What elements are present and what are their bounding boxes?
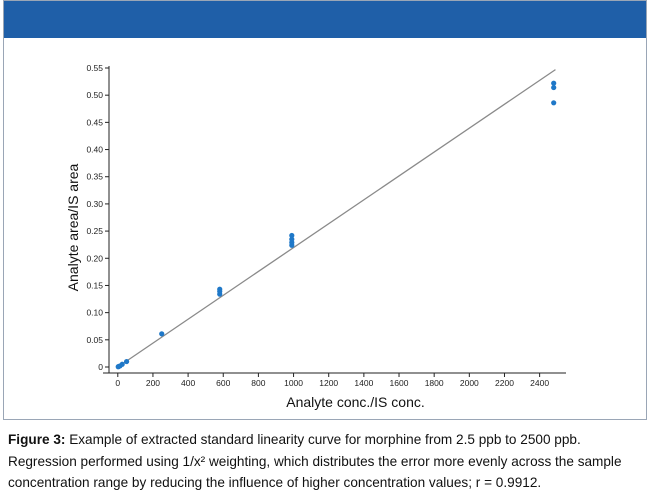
x-tick-label: 800 (251, 378, 265, 388)
x-tick-label: 2000 (460, 378, 479, 388)
y-tick-label: 0.55 (86, 63, 103, 73)
y-tick-label: 0.40 (86, 145, 103, 155)
regression-line (117, 69, 556, 368)
figure-frame: 0 0.05 0.10 0.15 0.20 0.25 0.30 0.35 0.40 0.45 0.5… (3, 0, 647, 420)
data-point (119, 361, 125, 367)
x-tick-label: 1200 (319, 378, 338, 388)
caption-text: Example of extracted standard linearity … (8, 432, 622, 490)
data-point (289, 232, 295, 239)
data-point (159, 331, 165, 337)
y-tick-label: 0.10 (86, 308, 103, 318)
data-point (551, 100, 557, 106)
x-tick-label: 0 (115, 378, 120, 388)
y-tick-label: 0.50 (86, 90, 103, 100)
caption-separator: : (60, 432, 66, 447)
x-tick-label: 2200 (495, 378, 514, 388)
y-tick-label: 0.30 (86, 199, 103, 209)
x-tick-label: 1600 (390, 378, 409, 388)
data-point (123, 358, 130, 365)
data-point (551, 84, 557, 91)
y-tick-label: 0.15 (86, 280, 103, 290)
figure-caption: Figure 3: Example of extracted standard … (8, 429, 644, 494)
x-tick-label: 600 (216, 378, 230, 388)
x-axis-label: Analyte conc./IS conc. (286, 394, 425, 410)
x-tick-label: 1800 (425, 378, 444, 388)
header-bar (4, 1, 646, 38)
data-point (217, 286, 223, 292)
y-tick-label: 0.45 (86, 117, 103, 127)
y-tick-label: 0 (98, 362, 103, 372)
y-tick-label: 0.25 (86, 226, 103, 236)
x-tick-label: 200 (146, 378, 160, 388)
data-point (289, 236, 295, 242)
data-point (551, 80, 557, 86)
y-axis-label: Analyte area/IS area (65, 163, 81, 291)
x-tick-label: 1000 (284, 378, 303, 388)
y-tick-label: 0.05 (86, 335, 103, 345)
y-tick-label: 0.20 (86, 253, 103, 263)
linearity-chart: 0 0.05 0.10 0.15 0.20 0.25 0.30 0.35 0.40 0.45 0.5… (65, 63, 566, 410)
x-tick-label: 2400 (530, 378, 549, 388)
x-tick-label: 400 (181, 378, 195, 388)
caption-label: Figure 3 (8, 432, 61, 447)
x-tick-label: 1400 (354, 378, 373, 388)
y-tick-label: 0.35 (86, 172, 103, 182)
